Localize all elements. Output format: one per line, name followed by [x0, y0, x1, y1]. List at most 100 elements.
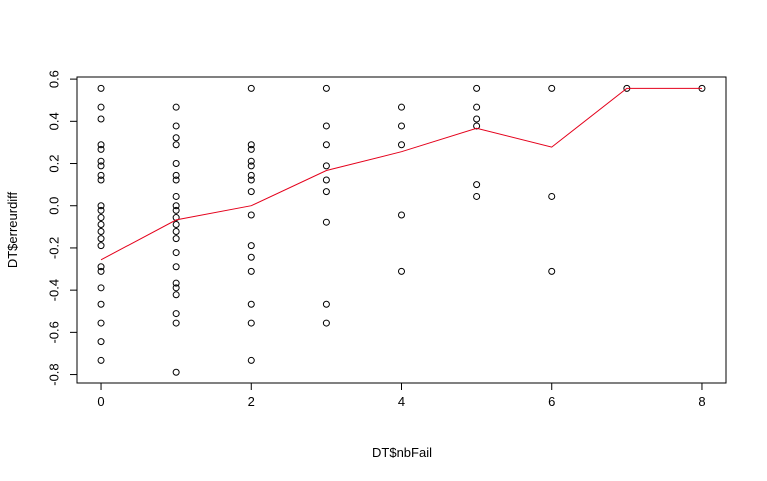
data-point: [473, 122, 481, 130]
data-point: [97, 115, 105, 123]
y-tick-label: 0.4: [47, 112, 62, 130]
data-point: [172, 368, 180, 376]
data-point: [473, 84, 481, 92]
data-point: [172, 291, 180, 299]
data-point: [172, 284, 180, 292]
data-point: [473, 115, 481, 123]
data-point: [97, 171, 105, 179]
x-axis: 0 2 4 6 8: [97, 382, 706, 409]
data-point: [247, 188, 255, 196]
scatter-points: [97, 84, 706, 376]
data-point: [97, 300, 105, 308]
data-point: [97, 202, 105, 210]
data-point: [548, 267, 556, 275]
data-point: [172, 202, 180, 210]
data-point: [247, 356, 255, 364]
data-point: [172, 310, 180, 318]
data-point: [172, 141, 180, 149]
data-point: [172, 221, 180, 229]
data-point: [247, 145, 255, 153]
data-point: [322, 218, 330, 226]
x-tick-label: 8: [698, 394, 705, 409]
x-tick-label: 0: [97, 394, 104, 409]
y-tick-label: -0.8: [47, 363, 62, 385]
data-point: [247, 300, 255, 308]
data-point: [247, 171, 255, 179]
data-point: [247, 267, 255, 275]
data-point: [97, 84, 105, 92]
data-point: [97, 356, 105, 364]
y-tick-label: 0.6: [47, 70, 62, 88]
data-point: [97, 284, 105, 292]
data-point: [398, 141, 405, 149]
x-tick-label: 4: [398, 394, 405, 409]
data-point: [172, 319, 180, 327]
data-point: [97, 145, 105, 153]
data-point: [247, 157, 255, 165]
data-point: [97, 214, 105, 222]
data-point: [247, 253, 255, 261]
data-point: [97, 267, 105, 275]
data-point: [247, 319, 255, 327]
data-point: [172, 134, 180, 142]
x-tick-label: 2: [248, 394, 255, 409]
data-point: [548, 192, 556, 200]
data-point: [322, 141, 330, 149]
data-point: [247, 162, 255, 170]
data-point: [97, 242, 105, 250]
data-point: [322, 188, 330, 196]
data-point: [172, 214, 180, 222]
data-point: [97, 103, 105, 111]
data-point: [398, 103, 405, 111]
trend-line-layer: [100, 87, 702, 261]
data-point: [97, 263, 105, 271]
x-tick-label: 6: [548, 394, 555, 409]
y-axis-title: DT$erreurdiff: [5, 191, 20, 268]
data-point: [322, 176, 330, 184]
data-point: [473, 103, 481, 111]
y-tick-label: 0.2: [47, 154, 62, 172]
data-point: [247, 84, 255, 92]
y-tick-label: -0.6: [47, 321, 62, 343]
data-point: [172, 103, 180, 111]
data-point: [247, 176, 255, 184]
data-point: [398, 122, 405, 130]
data-point: [247, 242, 255, 250]
data-point: [322, 162, 330, 170]
data-point: [172, 227, 180, 235]
data-point: [398, 211, 405, 219]
y-tick-label: -0.4: [47, 279, 62, 301]
data-point: [97, 319, 105, 327]
y-tick-label: 0.0: [47, 197, 62, 215]
data-point: [97, 206, 105, 214]
data-point: [97, 141, 105, 149]
data-point: [172, 122, 180, 130]
data-point: [247, 211, 255, 219]
data-point: [473, 192, 481, 200]
data-point: [398, 267, 405, 275]
data-point: [97, 338, 105, 346]
data-point: [322, 84, 330, 92]
data-point: [97, 157, 105, 165]
data-point: [322, 300, 330, 308]
data-point: [322, 319, 330, 327]
trend-line: [100, 87, 702, 261]
x-axis-title: DT$nbFail: [372, 445, 432, 460]
data-point: [172, 279, 180, 287]
data-point: [172, 192, 180, 200]
data-point: [172, 171, 180, 179]
data-point: [97, 162, 105, 170]
y-axis: -0.8 -0.6 -0.4 -0.2 0.0 0.2 0.4 0.6: [47, 70, 78, 386]
data-point: [97, 221, 105, 229]
data-point: [97, 176, 105, 184]
data-point: [97, 227, 105, 235]
data-point: [322, 122, 330, 130]
data-point: [97, 235, 105, 243]
data-point: [172, 235, 180, 243]
data-point: [172, 160, 180, 168]
data-point: [172, 249, 180, 257]
data-point: [172, 176, 180, 184]
data-point: [247, 141, 255, 149]
y-tick-label: -0.2: [47, 237, 62, 259]
